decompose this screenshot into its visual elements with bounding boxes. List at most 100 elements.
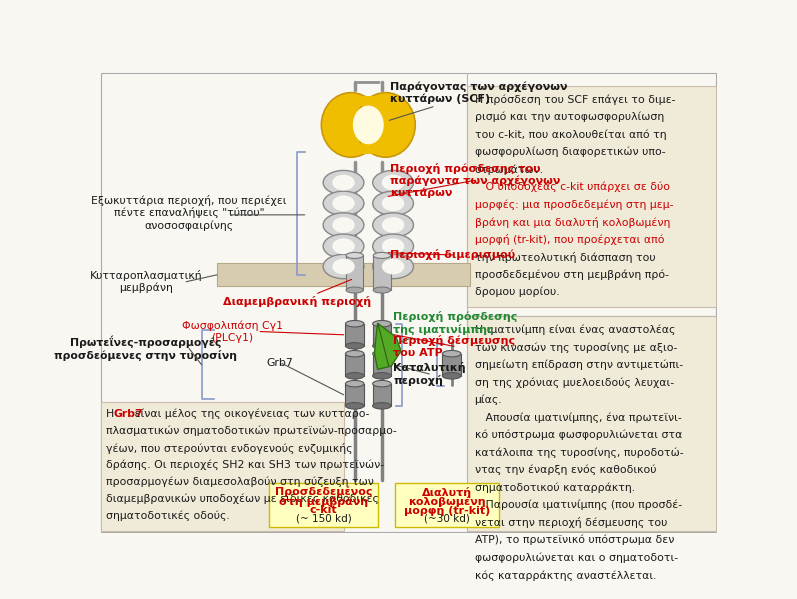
Bar: [345, 323, 364, 346]
Text: των κινασών της τυροσίνης με αξιο-: των κινασών της τυροσίνης με αξιο-: [474, 342, 677, 353]
Ellipse shape: [353, 105, 383, 144]
Ellipse shape: [373, 403, 391, 409]
Ellipse shape: [346, 287, 363, 293]
Bar: [346, 255, 363, 290]
Bar: [373, 323, 391, 346]
Text: κό υπόστρωμα φωσφορυλιώνεται στα: κό υπόστρωμα φωσφορυλιώνεται στα: [474, 430, 682, 440]
Bar: [345, 353, 364, 376]
Ellipse shape: [442, 350, 461, 357]
Ellipse shape: [321, 93, 381, 157]
Text: σηματοδοτικού καταρράκτη.: σηματοδοτικού καταρράκτη.: [474, 482, 634, 493]
Text: νεται στην περιοχή δέσμευσης του: νεται στην περιοχή δέσμευσης του: [474, 518, 667, 528]
Text: Περιοχή πρόσδεσης του
παράγοντα των αρχέγονων
κυττάρων: Περιοχή πρόσδεσης του παράγοντα των αρχέ…: [388, 162, 560, 198]
Ellipse shape: [345, 373, 364, 379]
Ellipse shape: [373, 213, 414, 237]
Ellipse shape: [382, 195, 404, 211]
Text: Παράγοντας των αρχέγονων
κυττάρων (SCF): Παράγοντας των αρχέγονων κυττάρων (SCF): [389, 81, 567, 120]
Ellipse shape: [373, 191, 414, 216]
Bar: [395, 483, 499, 527]
Bar: [373, 255, 391, 290]
Text: μορφή (tr-kit): μορφή (tr-kit): [403, 506, 490, 516]
Text: Διαλυτή: Διαλυτή: [422, 487, 472, 498]
Text: μίας.: μίας.: [474, 395, 502, 406]
Ellipse shape: [323, 255, 364, 279]
Text: φωσφορυλίωση διαφορετικών υπο-: φωσφορυλίωση διαφορετικών υπο-: [474, 147, 665, 157]
Text: του c-kit, που ακολουθείται από τη: του c-kit, που ακολουθείται από τη: [474, 129, 666, 140]
Ellipse shape: [332, 195, 355, 211]
Text: Η ιματινίμπη είναι ένας αναστολέας: Η ιματινίμπη είναι ένας αναστολέας: [474, 325, 675, 335]
Text: διαμεμβρανικών υποδοχέων με ειδικές καθοδικές: διαμεμβρανικών υποδοχέων με ειδικές καθο…: [106, 494, 379, 504]
Ellipse shape: [332, 175, 355, 190]
Text: δρομου μορίου.: δρομου μορίου.: [474, 287, 559, 297]
Ellipse shape: [373, 373, 391, 379]
Text: κός καταρράκτης αναστέλλεται.: κός καταρράκτης αναστέλλεται.: [474, 570, 656, 580]
Ellipse shape: [382, 217, 404, 233]
Text: Εξωκυττάρια περιοχή, που περιέχει
πέντε επαναλήψεις "τύπου"
ανοσοσφαιρίνης: Εξωκυττάρια περιοχή, που περιέχει πέντε …: [92, 195, 287, 231]
Text: δράσης. Οι περιοχές SH2 και SH3 των πρωτεϊνών-: δράσης. Οι περιοχές SH2 και SH3 των πρωτ…: [106, 460, 384, 470]
Ellipse shape: [332, 217, 355, 233]
Text: ATP), το πρωτεϊνικό υπόστρωμα δεν: ATP), το πρωτεϊνικό υπόστρωμα δεν: [474, 535, 674, 546]
Text: ση της χρόνιας μυελοειδούς λευχαι-: ση της χρόνιας μυελοειδούς λευχαι-: [474, 377, 673, 388]
Bar: [217, 264, 470, 286]
Text: πλασματικών σηματοδοτικών πρωτεϊνών-προσαρμο-: πλασματικών σηματοδοτικών πρωτεϊνών-προσ…: [106, 426, 397, 436]
Ellipse shape: [373, 234, 414, 258]
Text: σημείωτη επίδραση στην αντιμετώπι-: σημείωτη επίδραση στην αντιμετώπι-: [474, 359, 683, 370]
Ellipse shape: [373, 287, 391, 293]
Text: είναι μέλος της οικογένειας των κυτταρο-: είναι μέλος της οικογένειας των κυτταρο-: [131, 409, 369, 419]
Text: κατάλοιπα της τυροσίνης, πυροδοτώ-: κατάλοιπα της τυροσίνης, πυροδοτώ-: [474, 447, 683, 458]
Bar: [373, 353, 391, 376]
Text: Ο υποδοχέας c-kit υπάρχει σε δύο: Ο υποδοχέας c-kit υπάρχει σε δύο: [474, 181, 669, 192]
Text: Απουσία ιματινίμπης, ένα πρωτεϊνι-: Απουσία ιματινίμπης, ένα πρωτεϊνι-: [474, 412, 681, 423]
Ellipse shape: [345, 350, 364, 357]
Ellipse shape: [373, 380, 391, 387]
Text: προσδεδεμένου στη μεμβράνη πρό-: προσδεδεμένου στη μεμβράνη πρό-: [474, 270, 669, 280]
Polygon shape: [375, 323, 401, 370]
Text: βράνη και μια διαλυτή κολοβωμένη: βράνη και μια διαλυτή κολοβωμένη: [474, 217, 670, 228]
Text: Η πρόσδεση του SCF επάγει το διμε-: Η πρόσδεση του SCF επάγει το διμε-: [474, 94, 675, 104]
Text: σηματοδοτικές οδούς.: σηματοδοτικές οδούς.: [106, 511, 230, 522]
Ellipse shape: [373, 350, 391, 357]
Text: μορφές: μια προσδεδεμένη στη μεμ-: μορφές: μια προσδεδεμένη στη μεμ-: [474, 199, 673, 210]
Text: μορφή (tr-kit), που προέρχεται από: μορφή (tr-kit), που προέρχεται από: [474, 234, 664, 245]
Text: Φωσφολιπάση Cγ1
(PLCγ1): Φωσφολιπάση Cγ1 (PLCγ1): [182, 320, 283, 343]
Ellipse shape: [373, 171, 414, 195]
Ellipse shape: [346, 252, 363, 258]
Bar: [269, 483, 378, 527]
Ellipse shape: [373, 320, 391, 327]
Text: (~30 kd): (~30 kd): [424, 514, 469, 524]
Text: ντας την έναρξη ενός καθοδικού: ντας την έναρξη ενός καθοδικού: [474, 465, 656, 476]
Text: Καταλυτική
περιοχή: Καταλυτική περιοχή: [393, 362, 465, 386]
Ellipse shape: [356, 93, 415, 157]
Text: φωσφορυλιώνεται και ο σηματοδοτι-: φωσφορυλιώνεται και ο σηματοδοτι-: [474, 552, 677, 563]
Text: c-kit: c-kit: [310, 506, 337, 515]
Text: ρισμό και την αυτοφωσφορυλίωση: ρισμό και την αυτοφωσφορυλίωση: [474, 111, 664, 122]
Ellipse shape: [373, 252, 391, 258]
Ellipse shape: [345, 320, 364, 327]
Ellipse shape: [323, 171, 364, 195]
Bar: [361, 143, 375, 153]
Ellipse shape: [332, 259, 355, 274]
Ellipse shape: [345, 343, 364, 349]
Bar: [467, 86, 716, 307]
Text: Grb7: Grb7: [266, 358, 293, 368]
Ellipse shape: [345, 380, 364, 387]
Bar: [345, 384, 364, 406]
Text: προσαρμογέων διαμεσολαβούν στη σύζευξη των: προσαρμογέων διαμεσολαβούν στη σύζευξη τ…: [106, 477, 374, 488]
Text: Περιοχή πρόσδεσης
της ιματινίμπης: Περιοχή πρόσδεσης της ιματινίμπης: [393, 311, 517, 341]
Ellipse shape: [332, 238, 355, 254]
Text: (~ 150 kd): (~ 150 kd): [296, 514, 351, 524]
Ellipse shape: [373, 343, 391, 349]
Ellipse shape: [382, 175, 404, 190]
Bar: [351, 117, 386, 133]
Ellipse shape: [382, 259, 404, 274]
Text: στρωμάτων.: στρωμάτων.: [474, 164, 544, 175]
Ellipse shape: [323, 213, 364, 237]
Text: Η: Η: [106, 409, 117, 419]
Text: Παρουσία ιματινίμπης (που προσδέ-: Παρουσία ιματινίμπης (που προσδέ-: [474, 500, 681, 510]
Bar: [442, 353, 461, 376]
Text: Grb7: Grb7: [114, 409, 143, 419]
Bar: [361, 96, 375, 107]
Ellipse shape: [442, 373, 461, 379]
Text: Προσδεδεμένος: Προσδεδεμένος: [275, 487, 372, 498]
Text: Περιοχή δέσμευσης
του ATP: Περιοχή δέσμευσης του ATP: [393, 335, 515, 358]
